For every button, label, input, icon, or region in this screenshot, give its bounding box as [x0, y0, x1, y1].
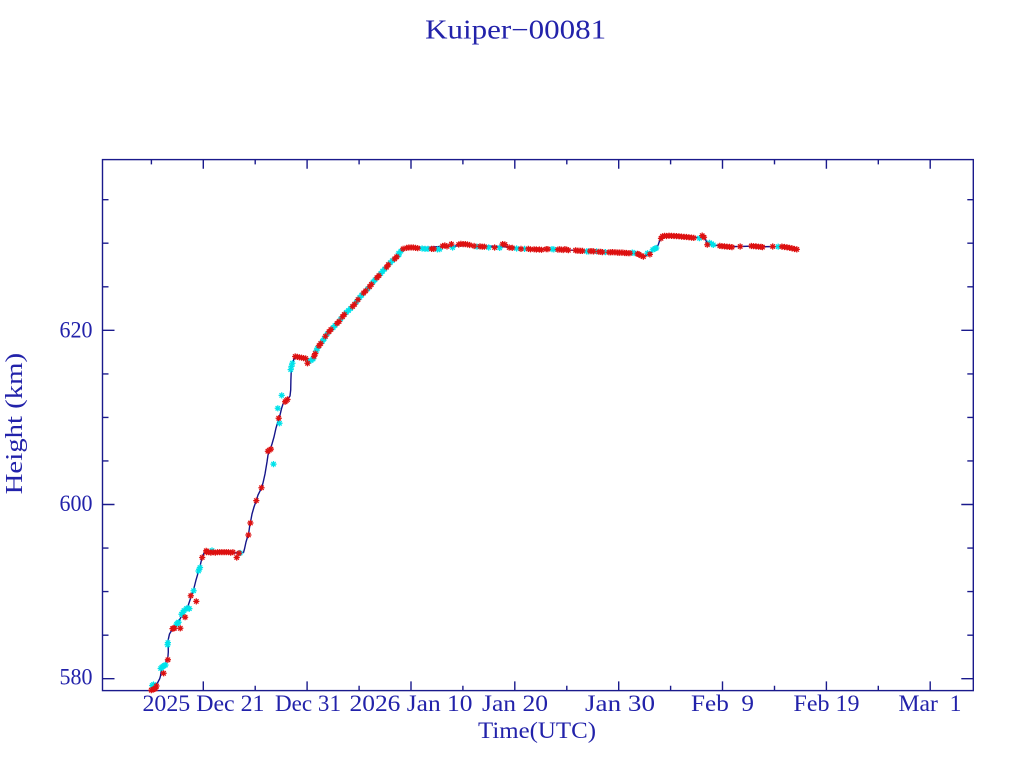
svg-text:Feb 19: Feb 19 [794, 691, 860, 716]
svg-text:2025 Dec 21: 2025 Dec 21 [143, 691, 265, 716]
svg-text:580: 580 [60, 665, 93, 690]
svg-text:Mar 1: Mar 1 [899, 691, 962, 716]
svg-text:2026 Jan 10: 2026 Jan 10 [350, 691, 473, 716]
svg-text:Time(UTC): Time(UTC) [478, 718, 596, 743]
svg-text:Kuiper−00081: Kuiper−00081 [425, 15, 606, 45]
svg-text:Jan 30: Jan 30 [585, 691, 655, 716]
svg-text:Feb 9: Feb 9 [691, 691, 754, 716]
svg-text:Height (km): Height (km) [2, 353, 28, 495]
svg-text:Jan 20: Jan 20 [482, 691, 548, 716]
svg-text:620: 620 [60, 317, 93, 342]
svg-text:600: 600 [60, 491, 93, 516]
svg-text:Dec 31: Dec 31 [275, 691, 341, 716]
